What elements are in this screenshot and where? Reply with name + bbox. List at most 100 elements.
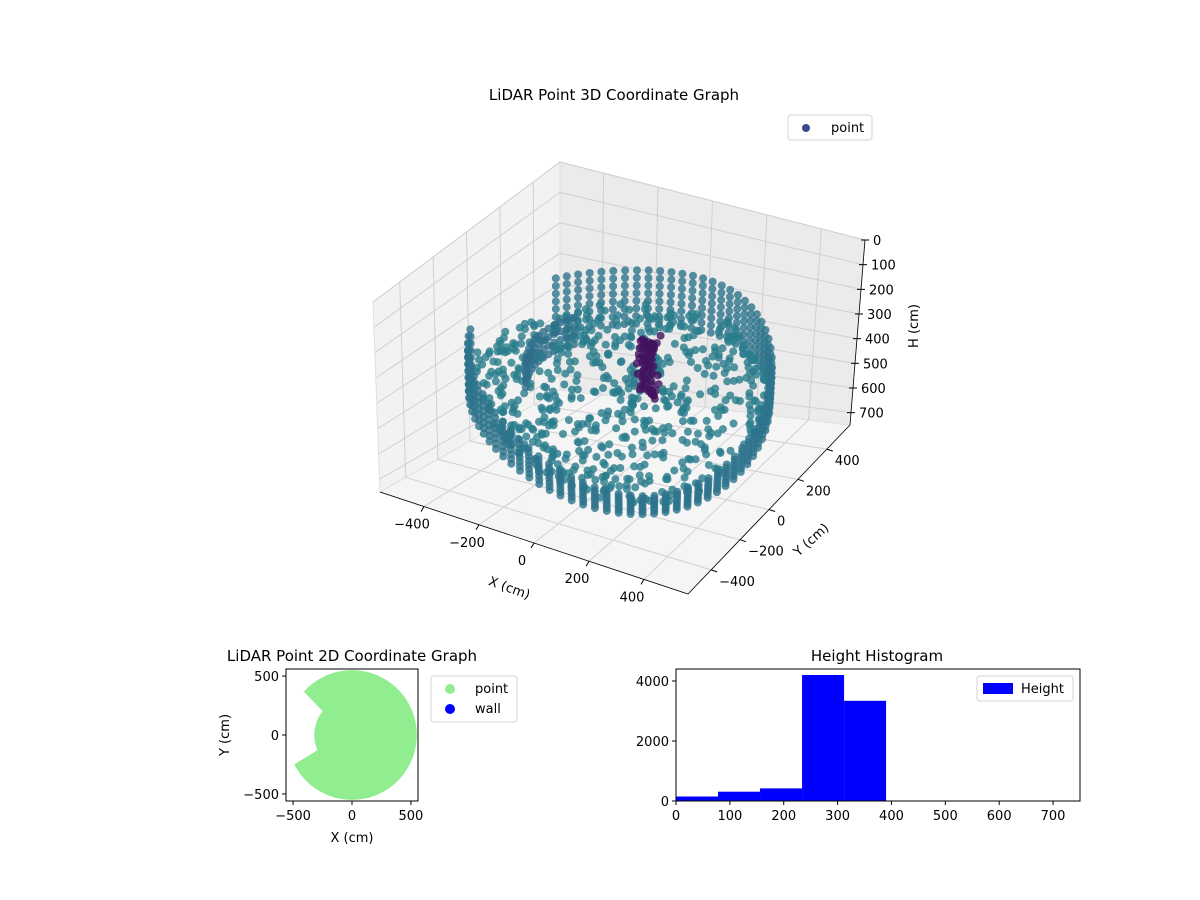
point <box>708 284 717 293</box>
point <box>562 280 571 288</box>
x-tick-label: 500 <box>399 809 424 824</box>
point <box>562 272 571 281</box>
point <box>624 340 633 349</box>
point <box>521 359 530 368</box>
point <box>581 305 590 314</box>
lidar-2d-title: LiDAR Point 2D Coordinate Graph <box>227 647 477 665</box>
point <box>612 424 621 433</box>
point <box>572 376 581 385</box>
point <box>600 477 608 486</box>
x-tick-label: −500 <box>275 809 311 824</box>
height-histogram-legend-label: Height <box>1021 682 1064 697</box>
point <box>622 485 631 493</box>
point <box>585 276 594 285</box>
point <box>718 344 727 353</box>
y-tick-label: 4000 <box>636 675 669 690</box>
point <box>656 267 665 275</box>
point <box>688 294 697 303</box>
point <box>574 278 583 287</box>
point <box>702 416 711 425</box>
point <box>528 437 537 446</box>
point <box>745 336 754 345</box>
x-tick-label: 500 <box>933 809 958 824</box>
point <box>515 323 524 332</box>
point <box>620 281 629 290</box>
y-tick-label: −400 <box>719 575 755 590</box>
point <box>574 285 583 294</box>
point <box>644 266 653 275</box>
point <box>601 416 610 425</box>
point <box>515 423 524 432</box>
lidar-3d-legend-label-point: point <box>831 121 864 136</box>
point <box>750 356 759 365</box>
point <box>706 328 715 337</box>
point <box>678 269 687 278</box>
point <box>618 433 627 442</box>
point <box>678 284 686 293</box>
point <box>663 313 672 322</box>
point <box>759 366 768 375</box>
point <box>529 425 538 434</box>
point <box>668 429 677 438</box>
point <box>626 332 635 341</box>
point <box>700 369 709 378</box>
point <box>570 357 579 366</box>
point <box>667 283 676 292</box>
point <box>644 274 653 282</box>
x-tick-label: 400 <box>620 590 645 605</box>
point <box>735 397 744 405</box>
point <box>567 496 576 505</box>
point <box>740 303 749 312</box>
grid-left-y <box>432 256 439 460</box>
point <box>680 334 689 343</box>
point <box>670 339 679 348</box>
z-tick-label: 400 <box>865 333 890 348</box>
point <box>644 281 653 290</box>
point <box>564 416 573 425</box>
point <box>641 300 650 309</box>
point <box>602 506 611 515</box>
x-tick <box>475 524 480 531</box>
point <box>603 325 612 334</box>
point <box>594 331 603 340</box>
point <box>600 460 609 469</box>
point <box>641 418 650 427</box>
point <box>717 295 726 304</box>
point <box>714 412 723 420</box>
z-tick-label: 100 <box>871 259 896 274</box>
point <box>631 483 640 492</box>
point <box>746 316 755 325</box>
point <box>464 332 473 341</box>
lidar-3d-title: LiDAR Point 3D Coordinate Graph <box>489 86 739 104</box>
point <box>624 378 633 387</box>
point <box>478 390 487 399</box>
point <box>688 279 697 288</box>
point <box>662 324 671 333</box>
y-tick-label: 0 <box>777 515 785 530</box>
x-tick-label: 400 <box>879 809 904 824</box>
histogram-bar <box>718 791 761 801</box>
x-tick <box>530 542 535 549</box>
point <box>597 442 606 451</box>
y-tick-label: 500 <box>254 670 279 685</box>
grid-back-z <box>559 222 862 290</box>
point <box>585 284 594 293</box>
point <box>707 321 715 330</box>
point <box>591 388 600 397</box>
point <box>616 464 625 472</box>
point <box>725 307 734 316</box>
x-tick-label: 300 <box>825 809 850 824</box>
point <box>646 386 655 395</box>
point <box>691 455 700 464</box>
point <box>721 482 730 490</box>
y-tick-label: −500 <box>243 788 279 803</box>
point <box>680 322 689 331</box>
point <box>713 429 722 438</box>
point <box>611 342 620 351</box>
x-tick-label: −200 <box>449 536 485 551</box>
point <box>698 303 707 312</box>
point <box>547 374 556 383</box>
histogram-bar <box>760 788 803 801</box>
point <box>741 296 749 305</box>
lidar-2d-legend-label-wall: wall <box>475 702 501 717</box>
